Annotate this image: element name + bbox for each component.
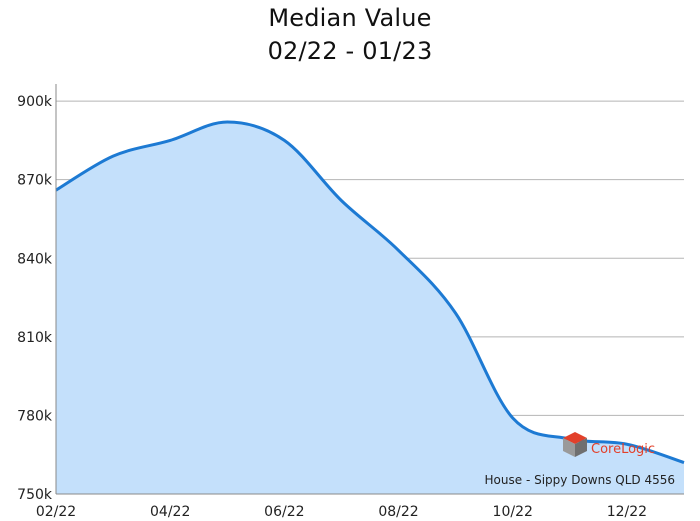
data-point-01/23 <box>682 461 686 465</box>
data-point-06/22 <box>282 138 286 142</box>
data-point-04/22 <box>168 138 172 142</box>
chart-annotation: House - Sippy Downs QLD 4556 <box>485 473 675 487</box>
data-point-05/22 <box>225 120 229 124</box>
y-tick-label: 750k <box>17 487 53 503</box>
y-tick-label: 840k <box>17 251 53 267</box>
data-point-08/22 <box>397 248 401 252</box>
y-tick-label: 900k <box>17 94 53 110</box>
data-point-03/22 <box>111 154 115 158</box>
area-fill <box>56 122 684 495</box>
y-tick-label: 810k <box>17 330 53 346</box>
chart-subtitle: 02/22 - 01/23 <box>267 37 433 65</box>
corelogic-logo-icon <box>563 432 587 457</box>
data-point-10/22 <box>511 416 515 420</box>
x-tick-label: 02/22 <box>36 504 76 520</box>
corelogic-watermark: CoreLogic <box>563 432 655 457</box>
x-tick-label: 10/22 <box>493 504 533 520</box>
axis-layer: 02/22 04/22 06/22 08/22 10/22 12/22 <box>36 84 684 520</box>
x-tick-label: 04/22 <box>150 504 190 520</box>
x-tick-label: 06/22 <box>264 504 304 520</box>
chart-title: Median Value <box>268 4 432 32</box>
x-tick-label: 12/22 <box>607 504 647 520</box>
data-point-07/22 <box>339 199 343 203</box>
watermark-text: CoreLogic <box>591 442 655 457</box>
y-tick-label: 780k <box>17 408 53 424</box>
x-tick-label: 08/22 <box>378 504 418 520</box>
data-point-09/22 <box>454 311 458 315</box>
grid-layer: 750k 780k 810k 840k 870k 900k <box>17 94 684 503</box>
y-tick-label: 870k <box>17 173 53 189</box>
